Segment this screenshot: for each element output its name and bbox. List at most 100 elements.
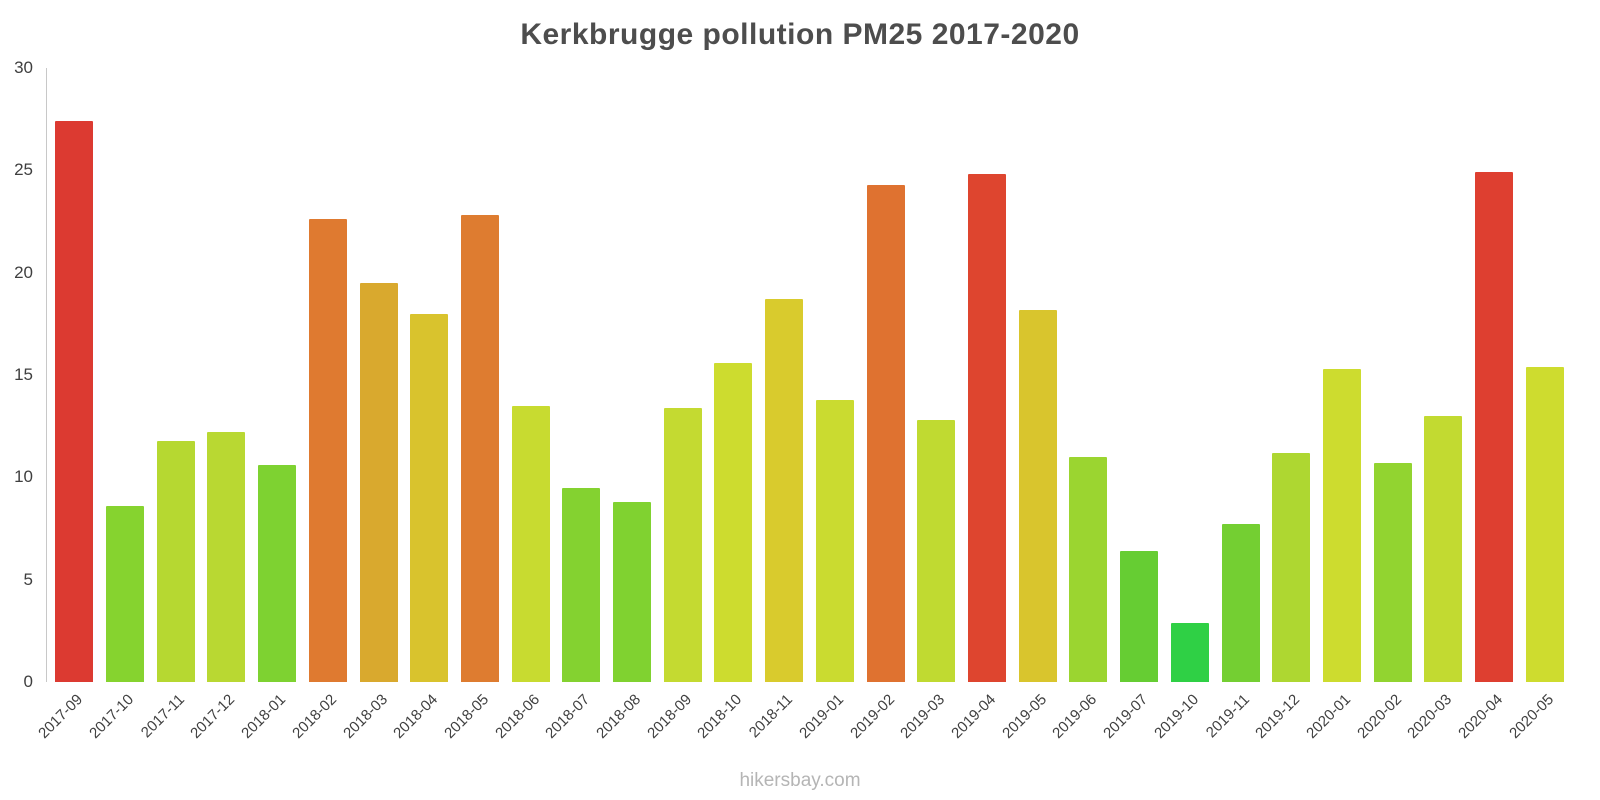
y-tick-label-25: 25 — [14, 160, 33, 180]
plot-area: 0 5 10 15 20 25 30 2017-09 2017-10 2017-11 2017-1… — [14, 58, 1572, 742]
bar-group-2018-08: 2018-08 — [593, 68, 658, 742]
x-tick-label-2020-01: 2020-01 — [1303, 691, 1354, 742]
bar-2018-08[interactable] — [613, 501, 652, 682]
bar-group-2018-10: 2018-10 — [695, 68, 759, 742]
bar-group-2018-06: 2018-06 — [492, 68, 556, 742]
bar-group-2020-01: 2020-01 — [1303, 68, 1368, 742]
watermark-hikersbay: hikersbay.com — [739, 770, 861, 791]
x-tick-label-2018-08: 2018-08 — [593, 691, 645, 742]
bar-2020-05[interactable] — [1525, 366, 1564, 682]
x-tick-label-2019-11: 2019-11 — [1202, 691, 1253, 742]
bar-group-2020-05: 2020-05 — [1506, 68, 1570, 742]
bars: 2017-09 2017-10 2017-11 2017-12 2018-01 2018-… — [35, 68, 1572, 742]
x-tick-label-2019-10: 2019-10 — [1150, 691, 1202, 742]
y-tick-label-0: 0 — [23, 672, 33, 691]
bar-2017-12[interactable] — [207, 432, 246, 682]
x-tick-label-2017-09: 2017-09 — [35, 691, 87, 742]
x-tick-label-2019-05: 2019-05 — [998, 691, 1050, 742]
bar-2019-12[interactable] — [1272, 452, 1311, 682]
x-tick-label-2017-11: 2017-11 — [137, 691, 188, 742]
bar-2019-06[interactable] — [1069, 456, 1108, 682]
bar-group-2018-11: 2018-11 — [746, 68, 810, 741]
bar-group-2018-05: 2018-05 — [441, 68, 506, 742]
bar-2018-10[interactable] — [714, 362, 753, 682]
x-tick-label-2018-05: 2018-05 — [441, 691, 493, 742]
bar-2019-05[interactable] — [1018, 309, 1057, 682]
x-tick-label-2018-04: 2018-04 — [390, 691, 442, 742]
bar-2018-02[interactable] — [308, 219, 347, 682]
x-tick-label-2018-07: 2018-07 — [542, 691, 594, 742]
chart-title: Kerkbrugge pollution PM25 2017-2020 — [520, 18, 1080, 51]
x-tick-label-2018-06: 2018-06 — [491, 691, 543, 742]
y-tick-label-20: 20 — [14, 262, 33, 282]
bar-2018-06[interactable] — [511, 405, 550, 682]
bar-2019-01[interactable] — [815, 399, 854, 682]
bar-group-2020-04: 2020-04 — [1455, 68, 1520, 742]
x-tick-label-2019-03: 2019-03 — [897, 691, 949, 742]
bar-2018-01[interactable] — [258, 465, 297, 682]
x-tick-label-2019-12: 2019-12 — [1252, 691, 1304, 742]
bar-2018-07[interactable] — [562, 487, 601, 682]
y-tick-label-15: 15 — [14, 365, 33, 384]
bar-2018-05[interactable] — [460, 215, 499, 682]
y-tick-label-30: 30 — [14, 58, 33, 77]
bar-2018-04[interactable] — [410, 313, 449, 682]
bar-group-2020-02: 2020-02 — [1354, 68, 1418, 742]
y-tick-label-10: 10 — [14, 467, 33, 487]
bar-2017-11[interactable] — [156, 440, 195, 682]
x-tick-label-2018-10: 2018-10 — [694, 691, 746, 742]
x-tick-label-2019-04: 2019-04 — [948, 691, 1000, 742]
bar-group-2019-02: 2019-02 — [847, 68, 911, 742]
bar-group-2019-06: 2019-06 — [1049, 68, 1114, 742]
y-tick-label-5: 5 — [23, 569, 33, 589]
x-tick-label-2019-01: 2019-01 — [795, 691, 847, 742]
bar-group-2019-12: 2019-12 — [1252, 68, 1317, 742]
bar-2020-04[interactable] — [1475, 172, 1514, 682]
bar-group-2018-03: 2018-03 — [340, 68, 404, 742]
bar-group-2019-01: 2019-01 — [796, 68, 861, 742]
bar-group-2019-11: 2019-11 — [1202, 68, 1266, 741]
bar-2019-02[interactable] — [866, 184, 905, 682]
x-tick-label-2019-06: 2019-06 — [1049, 691, 1101, 742]
x-tick-label-2019-02: 2019-02 — [846, 691, 898, 742]
bar-group-2017-12: 2017-12 — [188, 68, 252, 742]
x-tick-label-2018-01: 2018-01 — [238, 691, 290, 742]
x-tick-label-2018-09: 2018-09 — [643, 691, 695, 742]
bar-group-2017-10: 2017-10 — [86, 68, 151, 742]
bar-group-2018-04: 2018-04 — [390, 68, 455, 742]
bar-2018-03[interactable] — [359, 282, 398, 682]
bar-2019-03[interactable] — [917, 420, 956, 682]
bar-2020-01[interactable] — [1322, 368, 1361, 682]
bar-group-2019-10: 2019-10 — [1151, 68, 1215, 742]
bar-group-2017-11: 2017-11 — [138, 68, 201, 741]
bar-2019-04[interactable] — [968, 174, 1006, 682]
bar-group-2018-07: 2018-07 — [542, 68, 607, 742]
bar-group-2019-04: 2019-04 — [948, 68, 1013, 742]
x-tick-label-2018-11: 2018-11 — [746, 691, 797, 742]
bar-group-2019-05: 2019-05 — [999, 68, 1063, 742]
bar-2018-11[interactable] — [765, 299, 804, 682]
bar-2019-07[interactable] — [1120, 551, 1159, 682]
x-tick-label-2018-02: 2018-02 — [288, 691, 340, 742]
bar-2019-10[interactable] — [1170, 622, 1209, 682]
y-axis: 0 5 10 15 20 25 30 — [1, 58, 41, 691]
bar-group-2020-03: 2020-03 — [1404, 68, 1469, 742]
x-tick-label-2020-03: 2020-03 — [1404, 691, 1456, 742]
bar-2017-10[interactable] — [106, 506, 145, 682]
x-tick-label-2020-02: 2020-02 — [1353, 691, 1405, 742]
bar-2019-11[interactable] — [1221, 524, 1260, 682]
bar-group-2019-03: 2019-03 — [897, 68, 962, 742]
bar-group-2018-01: 2018-01 — [238, 68, 303, 742]
x-tick-label-2020-05: 2020-05 — [1505, 691, 1557, 742]
bar-2017-09[interactable] — [55, 121, 94, 682]
bar-2020-02[interactable] — [1373, 463, 1412, 682]
bar-group-2018-09: 2018-09 — [644, 68, 708, 742]
bar-2018-09[interactable] — [663, 407, 702, 682]
bar-2020-03[interactable] — [1424, 415, 1463, 682]
bar-group-2019-07: 2019-07 — [1100, 68, 1165, 742]
bar-group-2017-09: 2017-09 — [35, 68, 100, 742]
x-tick-label-2019-07: 2019-07 — [1100, 691, 1152, 742]
x-tick-label-2017-10: 2017-10 — [86, 691, 138, 742]
x-tick-label-2017-12: 2017-12 — [187, 691, 239, 742]
